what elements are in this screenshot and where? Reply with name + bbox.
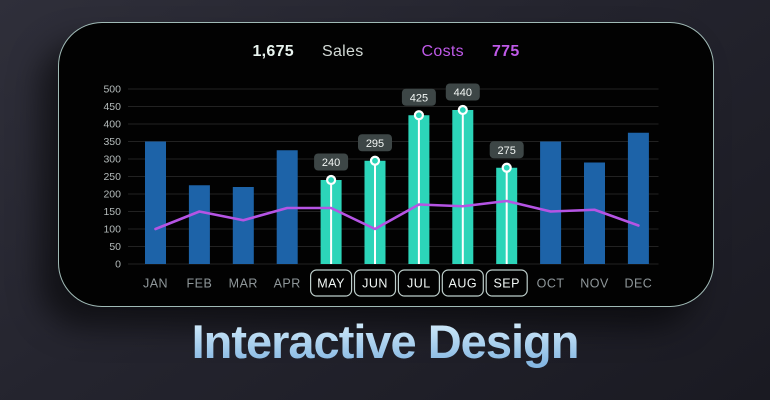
bar-center-stripe-jul — [417, 118, 420, 264]
y-axis-label-100: 100 — [103, 224, 121, 236]
y-axis-label-350: 350 — [103, 136, 121, 148]
month-label-may[interactable]: MAY — [317, 277, 345, 291]
page-title: Interactive Design — [0, 314, 770, 369]
value-badge-jul — [401, 88, 436, 106]
sales-total-value: 1,675 — [252, 43, 294, 60]
value-badge-aug — [445, 83, 480, 101]
costs-line — [154, 199, 640, 231]
month-label-oct[interactable]: OCT — [537, 277, 565, 291]
value-badge-text-aug: 440 — [454, 87, 472, 99]
y-axis-label-400: 400 — [103, 119, 121, 131]
month-label-aug[interactable]: AUG — [449, 277, 478, 291]
y-axis-label-50: 50 — [109, 241, 121, 253]
bar-marker-may — [326, 174, 337, 186]
bar-center-stripe-aug — [461, 113, 464, 264]
value-badge-text-sep: 275 — [498, 145, 516, 157]
y-axis-label-0: 0 — [115, 259, 121, 271]
month-label-sep[interactable]: SEP — [493, 277, 520, 291]
bar-jan[interactable] — [145, 141, 166, 265]
y-axis-label-500: 500 — [103, 84, 121, 96]
y-axis-label-450: 450 — [103, 101, 121, 113]
month-chip-sep[interactable] — [485, 269, 528, 297]
bar-marker-sep — [501, 162, 512, 173]
y-axis-label-250: 250 — [103, 171, 121, 183]
bar-marker-aug — [457, 104, 468, 116]
bar-center-stripe-jun — [374, 163, 376, 264]
month-chip-jun[interactable] — [353, 269, 397, 297]
y-axis-label-200: 200 — [103, 189, 121, 201]
value-badge-text-may: 240 — [322, 157, 340, 169]
sales-legend-label: Sales — [322, 43, 364, 60]
value-badge-jun — [358, 134, 392, 152]
bar-oct[interactable] — [540, 141, 562, 265]
month-label-nov[interactable]: NOV — [580, 277, 609, 291]
month-label-mar[interactable]: MAR — [229, 277, 258, 291]
bar-mar[interactable] — [232, 187, 254, 264]
month-chip-jul[interactable] — [397, 269, 440, 297]
y-axis-label-300: 300 — [103, 154, 121, 166]
month-label-dec[interactable]: DEC — [624, 277, 652, 291]
month-label-apr[interactable]: APR — [274, 277, 301, 291]
bar-marker-jun — [369, 155, 381, 166]
month-chip-aug[interactable] — [441, 269, 484, 297]
bar-line-chart: 0 50 100 150 200 250 300 350 400 450 500 240 295 425 4… — [103, 83, 659, 297]
y-axis-label-150: 150 — [103, 206, 121, 218]
bar-nov[interactable] — [584, 162, 605, 265]
costs-total-value: 775 — [491, 43, 520, 60]
month-label-jul[interactable]: JUL — [407, 277, 431, 291]
bar-feb[interactable] — [188, 185, 210, 264]
chart-card: 1,675 Sales Costs 775 0 50 100 150 200 250 300… — [58, 22, 714, 307]
value-badge-text-jun: 295 — [366, 138, 384, 150]
month-label-jan[interactable]: JAN — [143, 277, 168, 291]
bar-marker-jul — [413, 110, 424, 121]
month-label-jun[interactable]: JUN — [362, 277, 388, 291]
value-badge-may — [314, 153, 349, 171]
costs-legend-label: Costs — [421, 43, 464, 60]
bar-center-stripe-may — [330, 183, 333, 264]
bar-center-stripe-sep — [505, 170, 508, 264]
month-chip-may[interactable] — [310, 269, 353, 297]
month-label-feb[interactable]: FEB — [186, 277, 212, 291]
chart-legend: 1,675 Sales Costs 775 — [59, 43, 713, 61]
value-badge-sep — [489, 141, 524, 159]
bar-dec[interactable] — [627, 132, 649, 264]
value-badge-text-jul: 425 — [410, 92, 428, 104]
